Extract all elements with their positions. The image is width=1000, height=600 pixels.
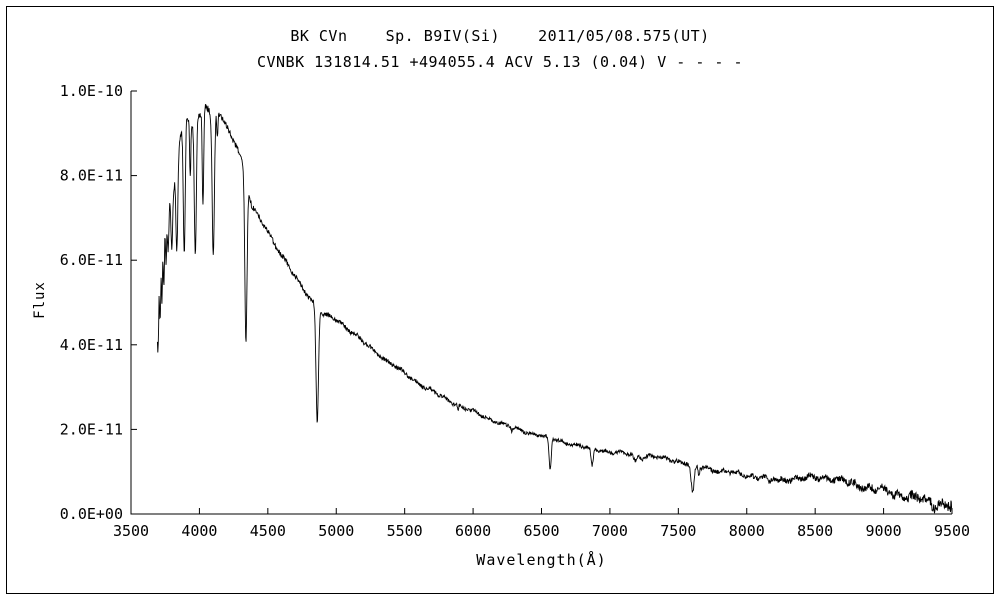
- y-tick-label: 4.0E-11: [60, 336, 123, 354]
- x-tick-label: 4000: [181, 522, 217, 540]
- y-tick-label: 2.0E-11: [60, 420, 123, 438]
- y-axis-label: Flux: [32, 281, 48, 319]
- y-tick-label: 0.0E+00: [60, 505, 123, 523]
- chart-title-line1: BK CVn Sp. B9IV(Si) 2011/05/08.575(UT): [290, 27, 710, 45]
- y-tick-label: 6.0E-11: [60, 251, 123, 269]
- spectrum-curve: [156, 104, 953, 514]
- x-tick-label: 5500: [387, 522, 423, 540]
- x-tick-label: 6500: [523, 522, 559, 540]
- x-tick-label: 7000: [592, 522, 628, 540]
- x-tick-label: 4500: [250, 522, 286, 540]
- chart-title-line2: CVNBK 131814.51 +494055.4 ACV 5.13 (0.04…: [256, 53, 744, 71]
- x-tick-label: 7500: [660, 522, 696, 540]
- x-tick-label: 6000: [455, 522, 491, 540]
- x-tick-label: 9000: [866, 522, 902, 540]
- y-tick-label: 8.0E-11: [60, 167, 123, 185]
- figure-border: [6, 6, 994, 594]
- x-tick-label: 3500: [113, 522, 149, 540]
- x-tick-label: 9500: [934, 522, 970, 540]
- x-tick-label: 8500: [797, 522, 833, 540]
- axes: [130, 91, 952, 515]
- y-tick-label: 1.0E-10: [60, 82, 123, 100]
- x-axis-label: Wavelength(Å): [476, 551, 607, 569]
- x-tick-label: 5000: [318, 522, 354, 540]
- x-tick-label: 8000: [729, 522, 765, 540]
